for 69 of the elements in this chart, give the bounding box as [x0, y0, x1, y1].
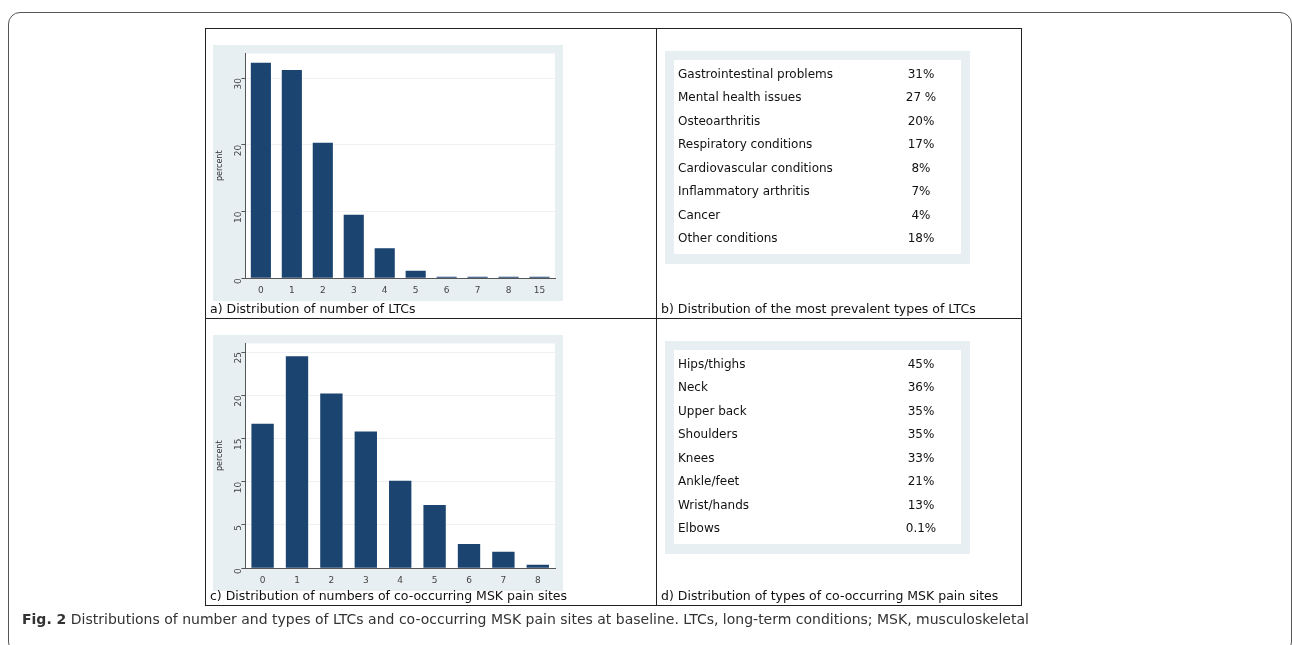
text: 20% [907, 113, 935, 128]
category-label: Neck [677, 380, 709, 395]
x-tick-label: 1 [294, 574, 300, 585]
category-label: Cardiovascular conditions [677, 160, 834, 175]
x-tick-label: 5 [412, 284, 419, 295]
x-tick-label: 5 [431, 574, 438, 585]
x-tick-label: 8 [534, 574, 541, 585]
text: 31% [907, 66, 935, 81]
x-tick-label: 3 [350, 284, 357, 295]
category-label: Gastrointestinal problems [677, 66, 834, 81]
text: Distributions of number and types of LTCs and co-occurring MSK pain sites at baseline. LTCs, long-term conditions; MSK, musculoskeletal [70, 611, 1029, 627]
category-label: Ankle/feet [677, 474, 741, 489]
y-tick-label: 20 [232, 144, 243, 157]
category-label: Shoulders [677, 427, 739, 442]
text: 45% [907, 356, 935, 371]
x-tick-label: 8 [505, 284, 512, 295]
text: 4% [911, 207, 931, 222]
category-label: Wrist/hands [677, 497, 751, 512]
text: 17% [907, 137, 935, 152]
y-axis-title: percent [214, 150, 224, 182]
category-label: Osteoarthritis [677, 113, 762, 128]
category-label: Upper back [677, 403, 748, 418]
category-label: Inflammatory arthritis [677, 184, 811, 199]
text: a) Distribution of number of LTCs [210, 301, 416, 316]
category-label: Mental health issues [677, 90, 803, 105]
x-tick-label: 2 [319, 284, 326, 295]
category-label: Knees [677, 450, 716, 465]
text: 8% [911, 160, 931, 175]
category-label: Hips/thighs [677, 356, 747, 371]
y-tick-label: 10 [232, 211, 243, 223]
x-tick-label: 2 [328, 574, 335, 585]
x-tick-label: 7 [500, 574, 507, 585]
text: 35% [907, 403, 935, 418]
x-tick-label: 6 [466, 574, 473, 585]
y-tick-label: 25 [232, 352, 243, 364]
y-tick-label: 0 [232, 277, 243, 284]
text: 33% [907, 450, 935, 465]
text: c) Distribution of numbers of co-occurring MSK pain sites [210, 588, 568, 603]
category-label: Respiratory conditions [677, 137, 814, 152]
y-tick-label: 0 [232, 567, 243, 574]
category-label: Other conditions [677, 231, 779, 246]
text: 35% [907, 427, 935, 442]
text: 18% [907, 231, 935, 246]
x-tick-label: 4 [381, 284, 388, 295]
y-tick-label: 5 [232, 524, 243, 531]
text: 27 % [905, 90, 937, 105]
x-tick-label: 7 [474, 284, 481, 295]
text: b) Distribution of the most prevalent types of LTCs [661, 301, 976, 316]
text: 7% [911, 184, 931, 199]
text: 13% [907, 497, 935, 512]
x-tick-label: 0 [259, 574, 266, 585]
y-tick-label: 30 [232, 77, 243, 90]
y-axis-title: percent [214, 440, 224, 472]
x-tick-label: 4 [397, 574, 404, 585]
x-tick-label: 3 [362, 574, 369, 585]
category-label: Cancer [677, 207, 722, 222]
y-tick-label: 15 [232, 438, 243, 450]
x-tick-label: 15 [533, 284, 546, 295]
x-tick-label: 6 [443, 284, 450, 295]
y-tick-label: 20 [232, 395, 243, 407]
x-tick-label: 0 [258, 284, 265, 295]
text: d) Distribution of types of co-occurring MSK pain sites [661, 588, 999, 603]
text: Fig. 2 [22, 611, 67, 627]
x-tick-label: 1 [288, 284, 295, 295]
text: 0.1% [905, 521, 937, 536]
text: 36% [907, 380, 935, 395]
text: 21% [907, 474, 935, 489]
category-label: Elbows [677, 521, 721, 536]
y-tick-label: 10 [232, 481, 243, 494]
